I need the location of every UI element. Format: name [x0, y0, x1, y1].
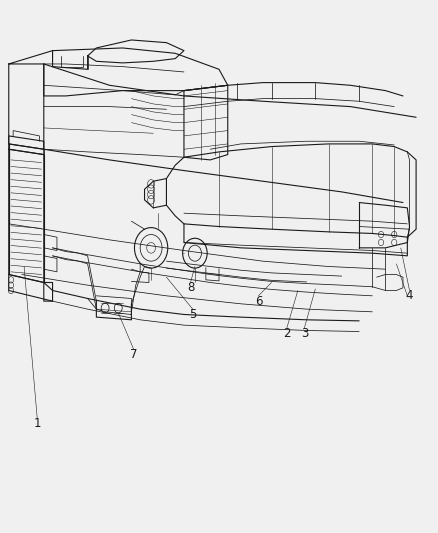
Text: 4: 4	[406, 289, 413, 302]
Text: 1: 1	[33, 417, 41, 430]
Text: 7: 7	[130, 348, 138, 361]
Text: 8: 8	[187, 281, 194, 294]
Text: 5: 5	[189, 308, 196, 321]
Text: 3: 3	[301, 327, 308, 340]
Text: 6: 6	[254, 295, 262, 308]
Text: 2: 2	[283, 327, 291, 340]
